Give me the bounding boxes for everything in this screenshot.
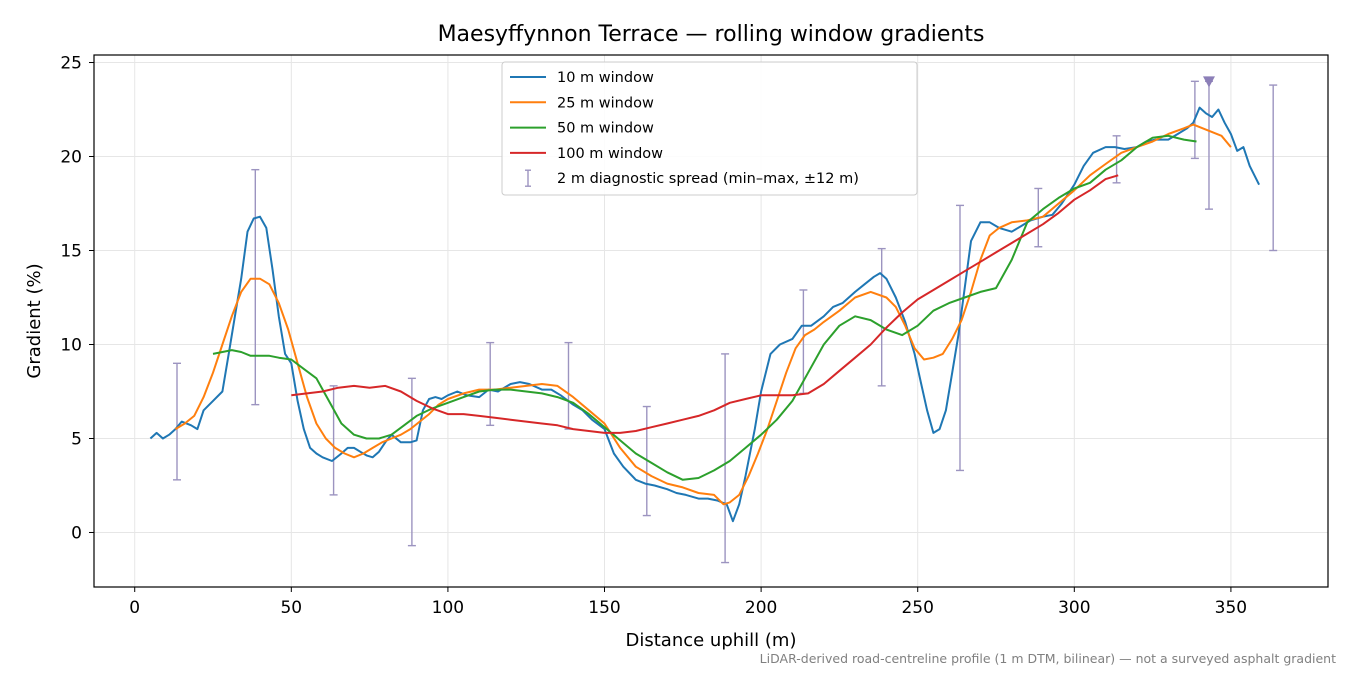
plot-frame — [93, 54, 1329, 588]
x-tick-label: 100 — [432, 598, 464, 618]
legend-label: 2 m diagnostic spread (min–max, ±12 m) — [557, 171, 859, 187]
y-axis-ticks: 0 5 10 15 20 25 — [60, 54, 94, 543]
y-tick-label: 10 — [60, 335, 82, 355]
error-bars — [172, 80, 1278, 564]
markers — [1202, 76, 1215, 88]
x-tick-label: 200 — [745, 598, 777, 618]
x-axis-label: Distance uphill (m) — [626, 630, 797, 651]
legend: 10 m window 25 m window 50 m window 100 m w… — [501, 61, 918, 196]
x-tick-label: 250 — [901, 598, 933, 618]
y-axis-label: Gradient (%) — [24, 263, 45, 378]
x-tick-label: 350 — [1215, 598, 1247, 618]
peak-marker — [1202, 76, 1215, 88]
y-tick-label: 15 — [60, 242, 82, 262]
x-tick-label: 300 — [1058, 598, 1090, 618]
y-tick-label: 25 — [60, 54, 82, 74]
series-line-50-m-window — [212, 134, 1197, 481]
y-tick-label: 0 — [71, 523, 82, 543]
legend-box — [501, 61, 918, 196]
y-tick-label: 5 — [71, 429, 82, 449]
y-tick-label: 20 — [60, 148, 82, 168]
series-line-10-m-window — [149, 106, 1260, 523]
x-tick-label: 150 — [588, 598, 620, 618]
legend-label: 25 m window — [557, 95, 654, 111]
x-axis-ticks: 0 50 100 150 200 250 300 350 — [129, 587, 1247, 618]
data-source-footnote: LiDAR-derived road-centreline profile (1… — [759, 651, 1336, 666]
series-line-100-m-window — [291, 174, 1119, 434]
legend-label: 10 m window — [557, 70, 654, 86]
chart-title: Maesyffynnon Terrace — rolling window gr… — [438, 22, 985, 47]
legend-label: 100 m window — [557, 146, 663, 162]
x-tick-label: 0 — [129, 598, 140, 618]
legend-label: 50 m window — [557, 121, 654, 137]
series-lines — [149, 106, 1260, 523]
x-tick-label: 50 — [280, 598, 302, 618]
series-line-25-m-window — [174, 123, 1232, 506]
